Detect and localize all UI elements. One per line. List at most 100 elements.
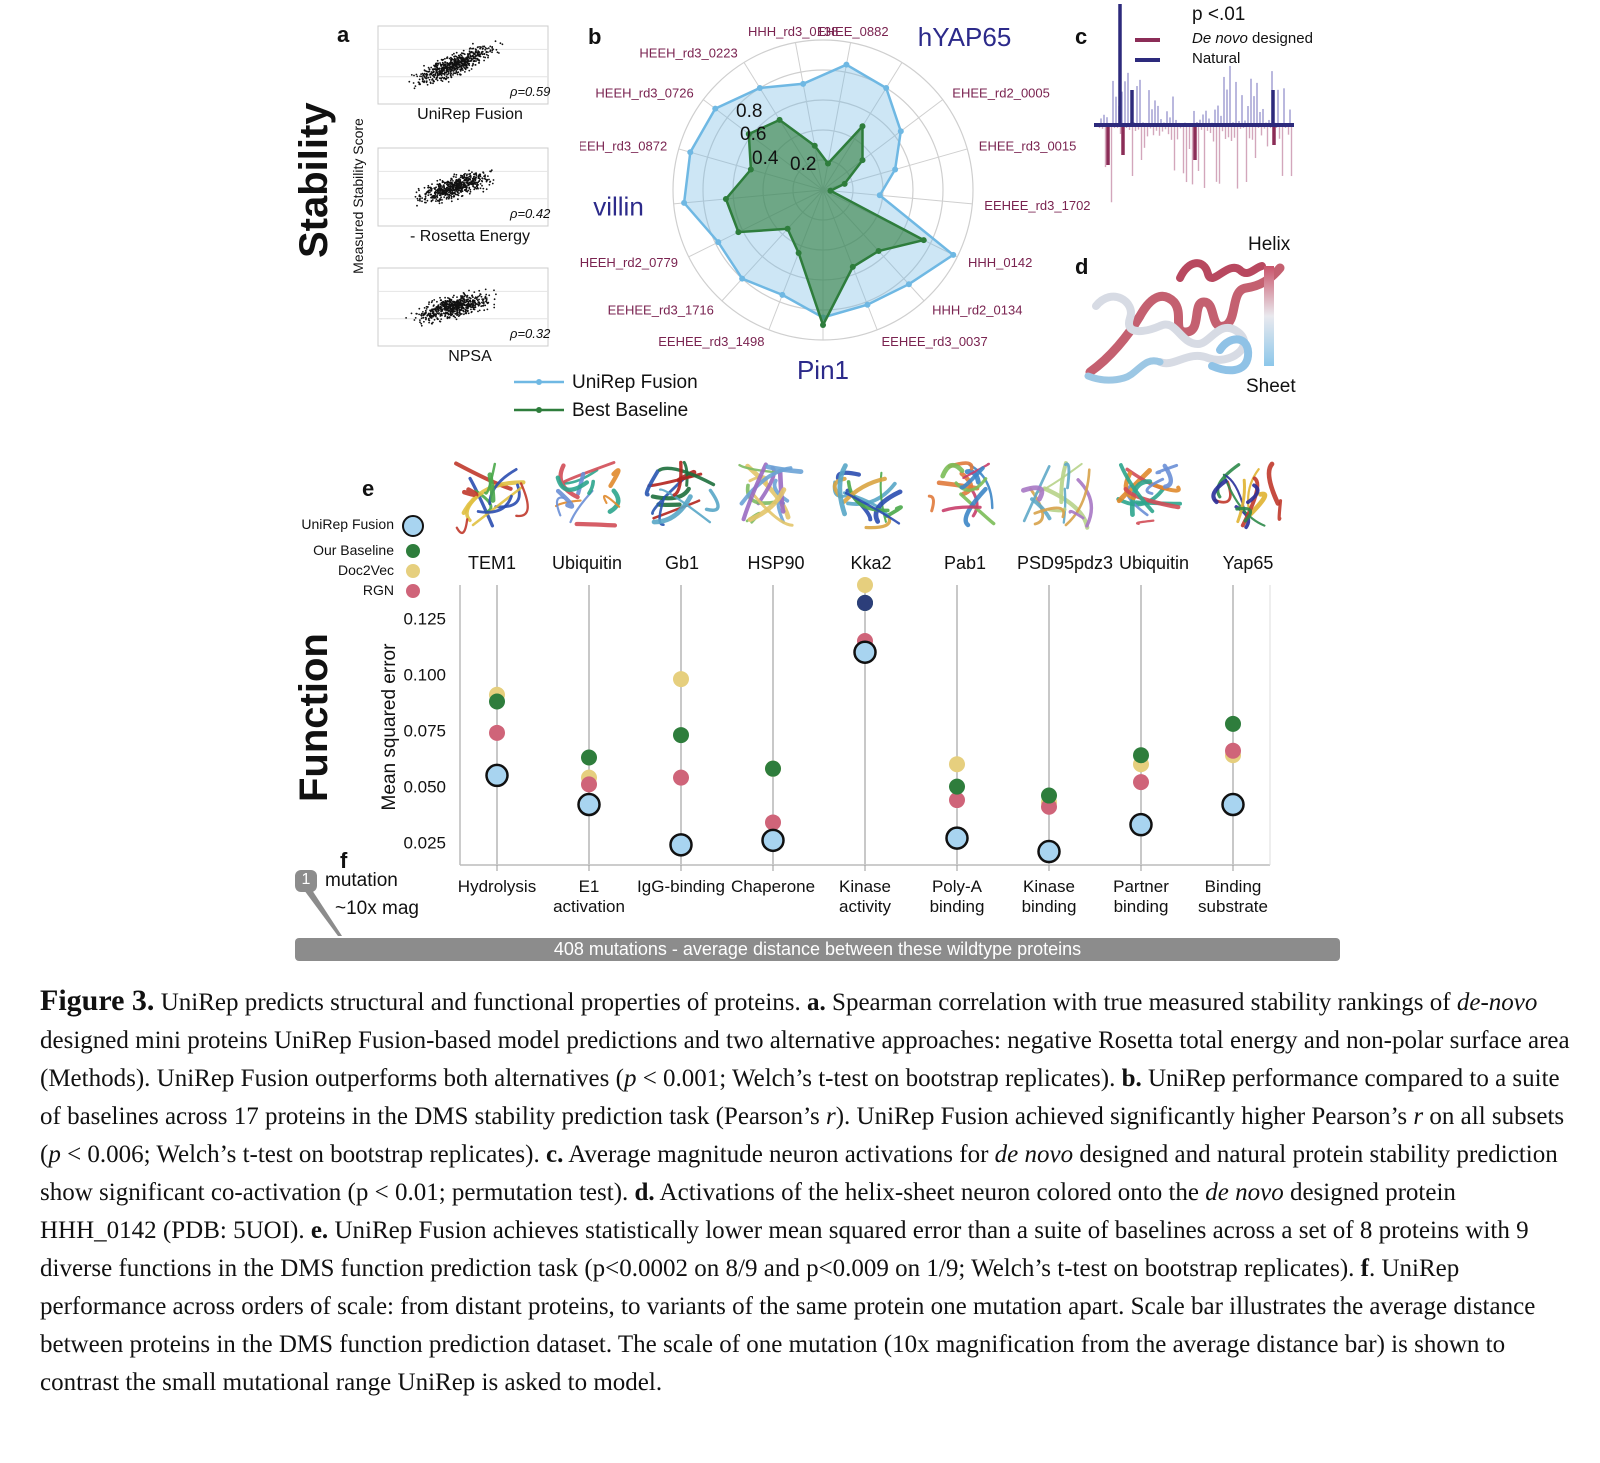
radar-point	[811, 142, 818, 149]
radar-point	[681, 199, 688, 206]
radar-axis-label: EHEE_rd2_0005	[952, 85, 1050, 100]
radar-point	[883, 84, 890, 91]
caption-b-text: UniRep performance compared to a suite o…	[40, 1065, 1560, 1130]
sheet-label: Sheet	[1246, 376, 1296, 397]
caption-d-emph: de novo	[1205, 1179, 1284, 1206]
panel-c-activations	[1094, 4, 1294, 203]
panel-a: Measured Stability Score UniRep Fusion ρ…	[350, 20, 570, 380]
radar-axis-label: HHH_rd3_0138	[748, 24, 838, 39]
data-point-rgn	[673, 769, 689, 786]
radar-point	[892, 166, 899, 173]
radar-point	[843, 61, 850, 68]
x-tick-label: activity	[839, 897, 891, 916]
panel-c: p <.01 De novo designed Natural	[1090, 0, 1330, 230]
legend-unirep-fusion: UniRep Fusion	[301, 516, 394, 532]
legend-rgn: RGN	[362, 582, 394, 598]
data-point-our-baseline	[673, 727, 689, 744]
legend-our-baseline: Our Baseline	[313, 542, 394, 558]
radar-point	[784, 225, 791, 232]
radar-point	[779, 291, 786, 298]
caption-c-text: Average magnitude neuron activations for	[563, 1141, 995, 1168]
panel-label-a: a	[337, 22, 350, 47]
panel-b-legend: UniRep Fusion Best Baseline	[512, 372, 772, 432]
legend-marker-unirep	[402, 515, 424, 537]
radar-tick-label: 0.4	[752, 148, 779, 169]
panel-label-f: f	[340, 848, 348, 873]
function-row-label: Function	[292, 633, 336, 802]
data-point-rgn	[581, 776, 597, 793]
legend-denovo-emph: De novo	[1192, 30, 1248, 47]
radar-axis-label: HHH_0142	[968, 255, 1032, 270]
data-point-unirep-fusion	[1037, 839, 1061, 864]
caption-d-text: Activations of the helix-sheet neuron co…	[654, 1179, 1206, 1206]
x-tick-label: Binding	[1205, 877, 1262, 896]
radar-axis-label: EHEE_rd3_0015	[979, 139, 1077, 154]
data-point-unirep-fusion	[1129, 812, 1153, 837]
radar-axis-label: EEHEE_rd3_0037	[882, 334, 988, 349]
protein-structure-thumbnail	[644, 460, 720, 527]
radar-point	[715, 239, 722, 246]
data-point-doc2vec	[857, 577, 873, 593]
caption-a-text-3: < 0.001; Welch’s t-test on bootstrap rep…	[636, 1065, 1122, 1092]
panel-label-b: b	[588, 24, 602, 49]
magnification-label: ~10x mag	[335, 898, 419, 919]
scatter-points	[414, 169, 495, 207]
protein-name: Gb1	[664, 553, 700, 573]
data-point-unirep-fusion	[577, 792, 601, 817]
radar-tick-label: 0.6	[740, 124, 766, 145]
x-tick-label: activation	[553, 897, 625, 916]
radar-point	[722, 195, 729, 202]
legend-marker-doc2vec	[406, 564, 420, 578]
panel-f: 1 mutation ~10x mag	[290, 868, 490, 938]
radar-axis-label: EEHEE_rd3_1716	[608, 303, 714, 318]
protein-structure-thumbnail	[927, 461, 996, 528]
protein-structure-thumbnail	[738, 462, 804, 527]
caption-a-emph: de-novo	[1456, 989, 1538, 1016]
protein-name: PSD95pdz3	[1016, 553, 1114, 573]
radar-point	[800, 80, 807, 87]
caption-d-label: d.	[634, 1179, 655, 1206]
data-point-unirep-fusion	[1221, 792, 1245, 817]
helix-label: Helix	[1248, 234, 1291, 255]
panel-label-c: c	[1075, 24, 1088, 49]
x-tick-label: binding	[930, 897, 985, 916]
radar-axis-label: HHH_rd2_0134	[932, 303, 1022, 318]
legend-unirep-fusion: UniRep Fusion	[572, 372, 698, 393]
radar-point	[849, 263, 856, 270]
radar-point	[950, 251, 957, 258]
data-point-unirep-fusion	[761, 828, 785, 853]
data-point-extra	[857, 594, 873, 611]
x-tick-label: binding	[1022, 897, 1077, 916]
x-tick-label: Chaperone	[731, 877, 815, 896]
scatter-points	[405, 288, 497, 327]
legend-marker-rgn	[406, 584, 420, 598]
protein-name: Yap65	[1222, 553, 1274, 573]
radar-point	[712, 105, 719, 112]
panel-a-scatters	[377, 25, 549, 347]
panel-c-title: p <.01	[1192, 4, 1246, 25]
protein-structure-thumbnail	[1211, 461, 1283, 530]
caption-b-text-2: ). UniRep Fusion achieved significantly …	[835, 1103, 1414, 1130]
radar-point	[920, 237, 927, 244]
panel-a-rho-2: ρ=0.42	[510, 206, 551, 221]
caption-f-text: . UniRep performance across orders of sc…	[40, 1255, 1536, 1396]
data-point-doc2vec	[949, 756, 965, 773]
protein-name: TEM1	[467, 553, 516, 573]
data-point-our-baseline	[1041, 787, 1057, 804]
panel-a-xlabel-2: - Rosetta Energy	[409, 228, 531, 245]
panel-d: Helix Sheet	[1080, 234, 1340, 410]
data-point-our-baseline	[1225, 715, 1241, 732]
radar-point	[747, 166, 754, 173]
radar-point	[827, 187, 834, 194]
scatter-points	[408, 40, 504, 90]
data-point-rgn	[765, 814, 781, 831]
radar-point	[876, 192, 883, 199]
caption-a-text-2: designed mini proteins UniRep Fusion-bas…	[40, 1027, 1570, 1092]
caption-f-label: f	[1360, 1255, 1369, 1282]
protein-structure-render	[1084, 259, 1285, 384]
data-point-rgn	[1225, 742, 1241, 759]
data-point-our-baseline	[765, 760, 781, 777]
radar-axis-label: HEEH_rd3_0872	[580, 139, 667, 154]
protein-structure-thumbnail	[832, 463, 903, 530]
